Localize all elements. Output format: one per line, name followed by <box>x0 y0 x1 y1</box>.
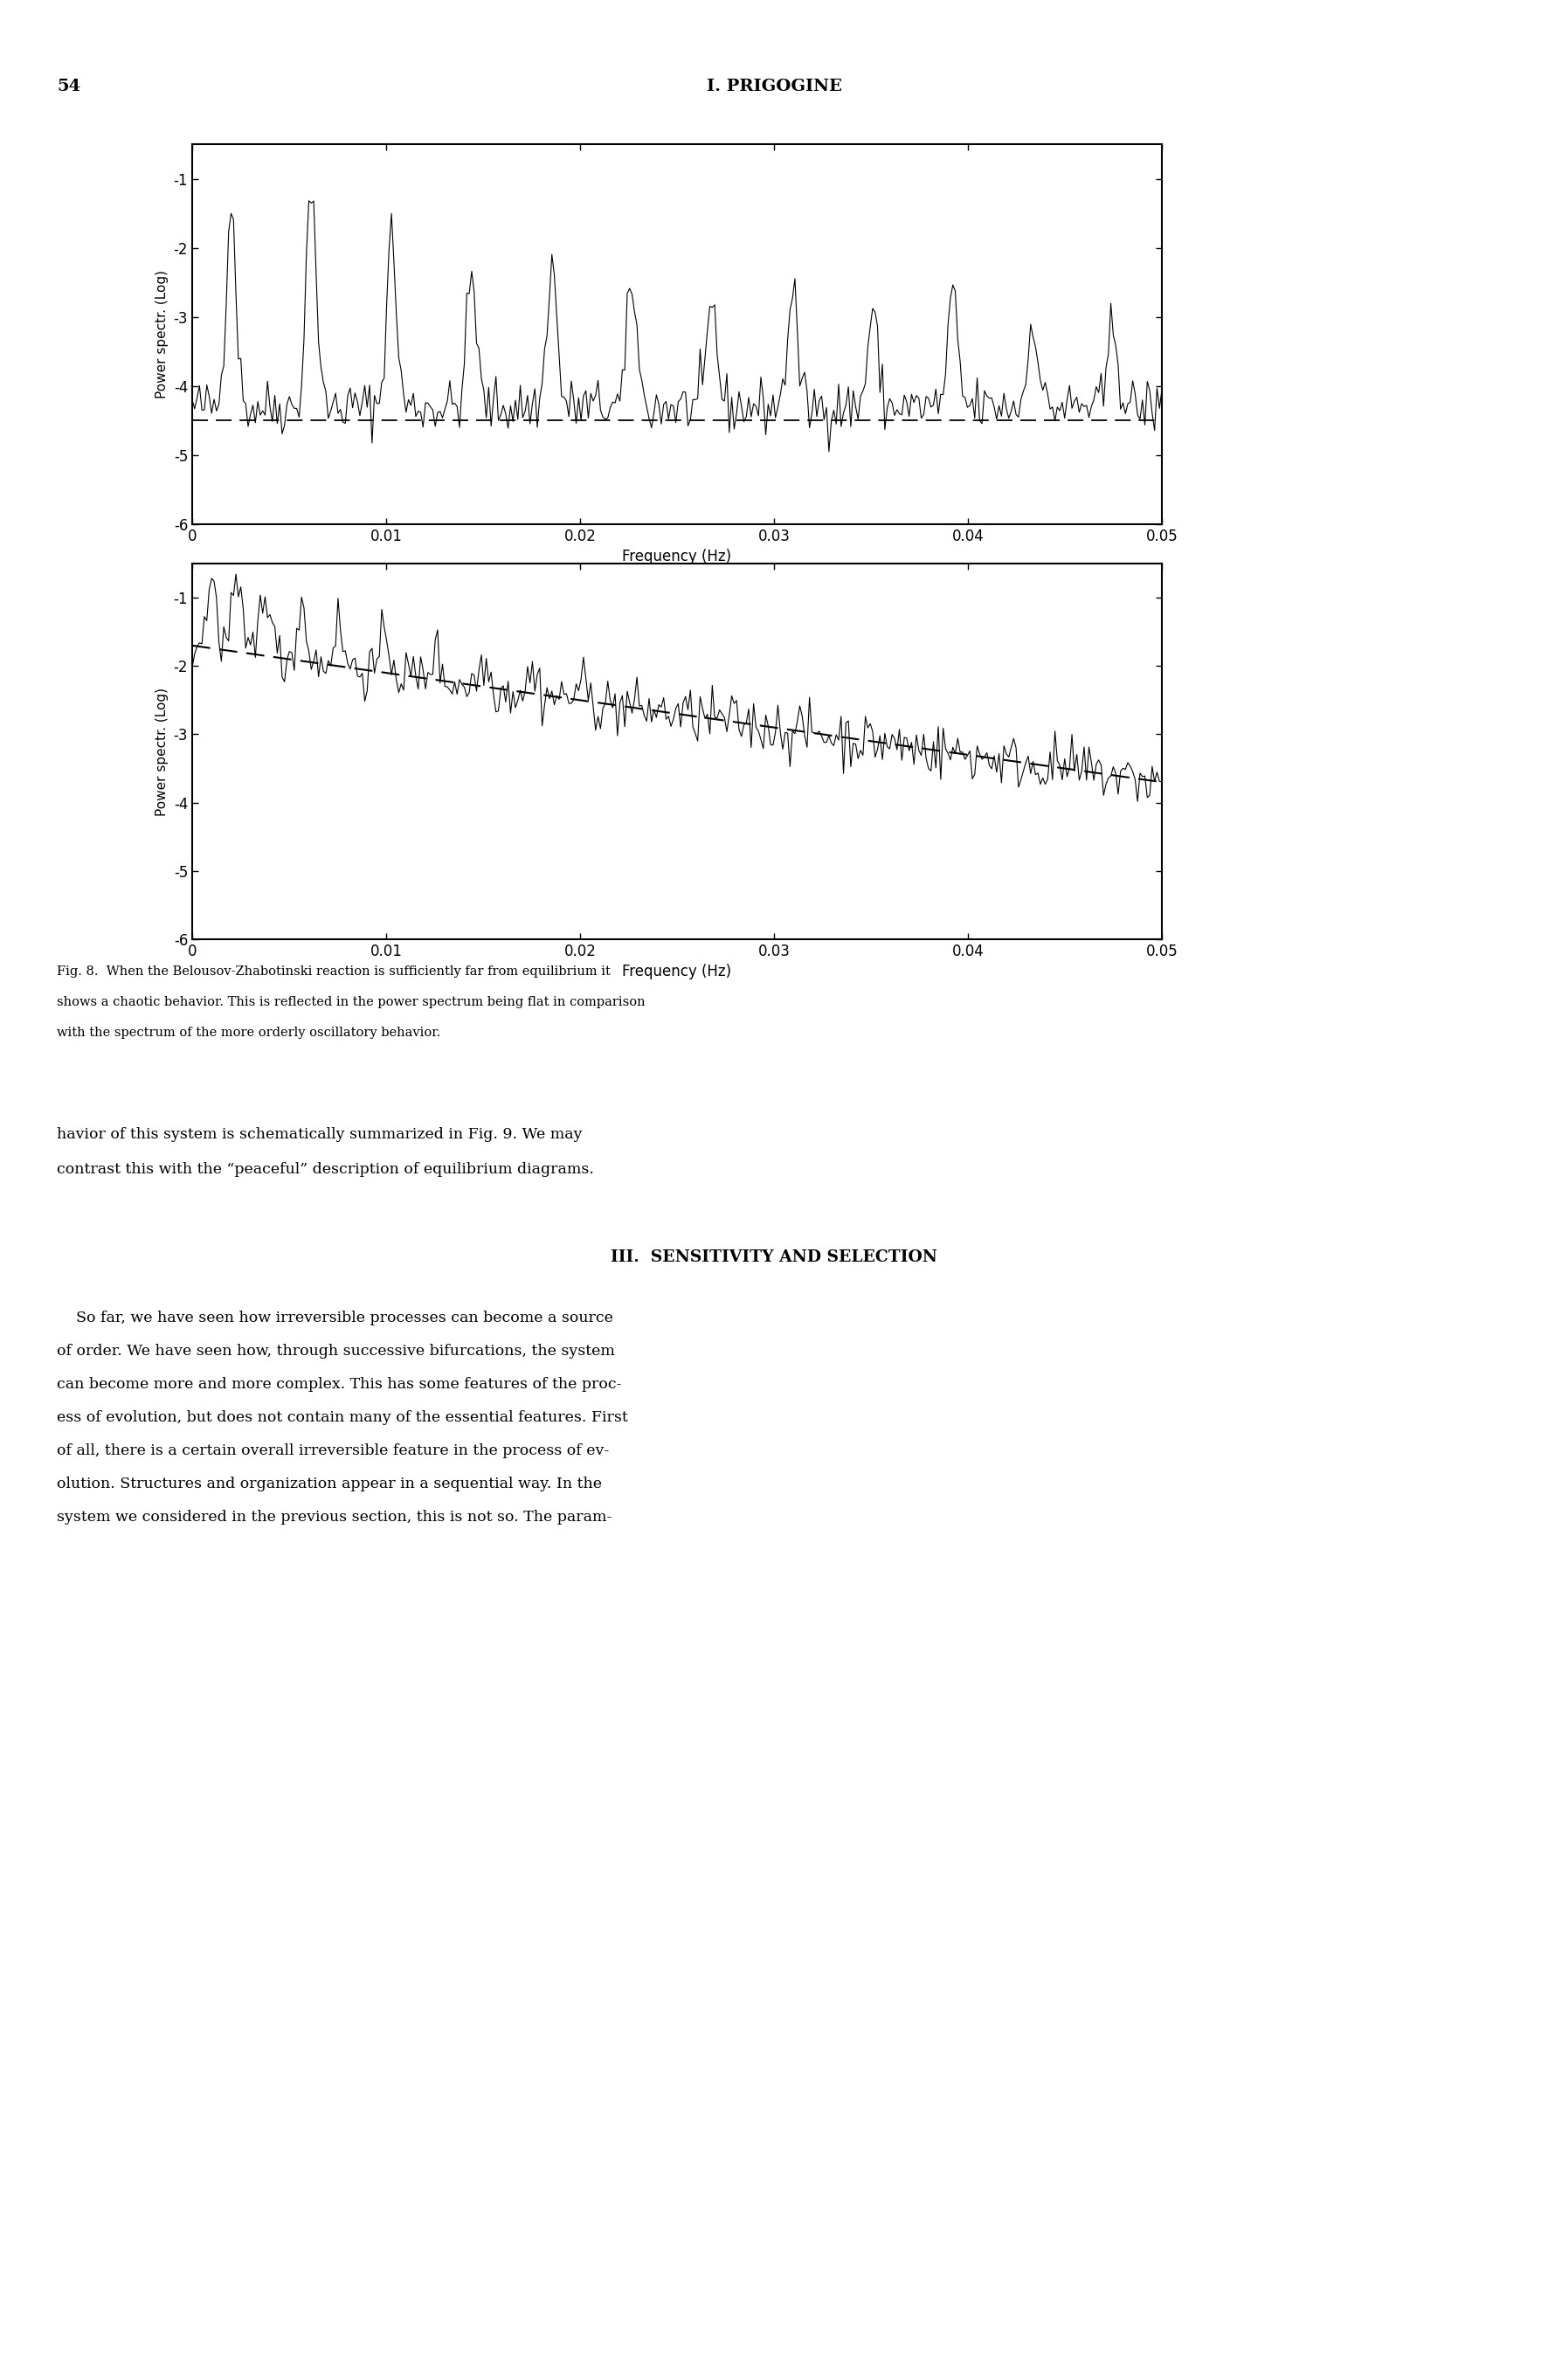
Text: with the spectrum of the more orderly oscillatory behavior.: with the spectrum of the more orderly os… <box>57 1026 441 1038</box>
Text: of all, there is a certain overall irreversible feature in the process of ev-: of all, there is a certain overall irrev… <box>57 1442 608 1459</box>
Text: 54: 54 <box>57 79 80 95</box>
Text: So far, we have seen how irreversible processes can become a source: So far, we have seen how irreversible pr… <box>57 1311 613 1326</box>
Text: can become more and more complex. This has some features of the proc-: can become more and more complex. This h… <box>57 1378 622 1392</box>
Text: shows a chaotic behavior. This is reflected in the power spectrum being flat in : shows a chaotic behavior. This is reflec… <box>57 997 646 1009</box>
Text: of order. We have seen how, through successive bifurcations, the system: of order. We have seen how, through succ… <box>57 1345 615 1359</box>
X-axis label: Frequency (Hz): Frequency (Hz) <box>622 964 732 981</box>
Y-axis label: Power spectr. (Log): Power spectr. (Log) <box>155 688 169 816</box>
Text: contrast this with the “peaceful” description of equilibrium diagrams.: contrast this with the “peaceful” descri… <box>57 1161 594 1176</box>
Text: olution. Structures and organization appear in a sequential way. In the: olution. Structures and organization app… <box>57 1476 602 1492</box>
Text: havior of this system is schematically summarized in Fig. 9. We may: havior of this system is schematically s… <box>57 1128 582 1142</box>
Text: Fig. 8.  When the Belousov-Zhabotinski reaction is sufficiently far from equilib: Fig. 8. When the Belousov-Zhabotinski re… <box>57 966 610 978</box>
X-axis label: Frequency (Hz): Frequency (Hz) <box>622 550 732 564</box>
Text: I. PRIGOGINE: I. PRIGOGINE <box>706 79 842 95</box>
Text: system we considered in the previous section, this is not so. The param-: system we considered in the previous sec… <box>57 1509 611 1526</box>
Y-axis label: Power spectr. (Log): Power spectr. (Log) <box>155 269 169 397</box>
Text: ess of evolution, but does not contain many of the essential features. First: ess of evolution, but does not contain m… <box>57 1411 628 1426</box>
Text: III.  SENSITIVITY AND SELECTION: III. SENSITIVITY AND SELECTION <box>611 1250 937 1266</box>
